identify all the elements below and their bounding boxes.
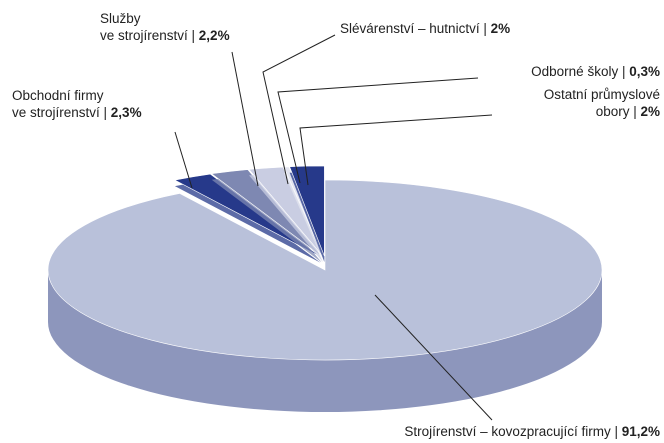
slice bbox=[210, 169, 322, 257]
slice-label: Obchodní firmy ve strojírenství | 2,3% bbox=[12, 87, 142, 121]
slice-side bbox=[174, 180, 321, 263]
slice-label: Ostatní průmyslové obory | 2% bbox=[544, 86, 660, 120]
value-label: 91,2% bbox=[621, 424, 660, 439]
category-name: Obchodní firmy ve strojírenství bbox=[12, 88, 104, 120]
value-label: 0,3% bbox=[629, 64, 660, 79]
slice bbox=[289, 165, 325, 257]
slice-label: Odborné školy | 0,3% bbox=[531, 63, 660, 80]
value-label: 2,3% bbox=[110, 105, 142, 120]
slice-label: Strojírenství – kovozpracující firmy | 9… bbox=[404, 423, 660, 440]
leader-line bbox=[299, 114, 493, 186]
leader-line bbox=[231, 51, 259, 187]
leader-line bbox=[277, 77, 479, 184]
slice-side bbox=[249, 173, 323, 263]
category-name: Služby ve strojírenství bbox=[100, 11, 188, 43]
separator: | bbox=[618, 64, 630, 79]
separator: | bbox=[629, 104, 641, 119]
slice bbox=[47, 179, 603, 361]
slice-side bbox=[283, 172, 324, 263]
category-name: Slévárenství – hutnictví bbox=[340, 21, 480, 36]
category-name: Odborné školy bbox=[531, 64, 619, 79]
slice bbox=[248, 166, 324, 257]
leader-line bbox=[374, 294, 493, 421]
slice-label: Slévárenství – hutnictví | 2% bbox=[340, 20, 510, 37]
category-name: Ostatní průmyslové obory bbox=[543, 87, 660, 119]
value-label: 2% bbox=[640, 104, 660, 119]
value-label: 2% bbox=[490, 21, 511, 36]
slice-side bbox=[211, 175, 322, 263]
slice-side bbox=[48, 270, 602, 412]
value-label: 2,2% bbox=[198, 28, 230, 43]
category-name: Strojírenství – kovozpracující firmy bbox=[404, 424, 611, 439]
separator: | bbox=[187, 28, 199, 43]
separator: | bbox=[479, 21, 491, 36]
slice-label: Služby ve strojírenství | 2,2% bbox=[100, 10, 230, 44]
leader-line bbox=[262, 34, 336, 185]
separator: | bbox=[99, 105, 111, 120]
slice bbox=[174, 173, 321, 257]
leader-line bbox=[174, 131, 193, 189]
separator: | bbox=[610, 424, 622, 439]
